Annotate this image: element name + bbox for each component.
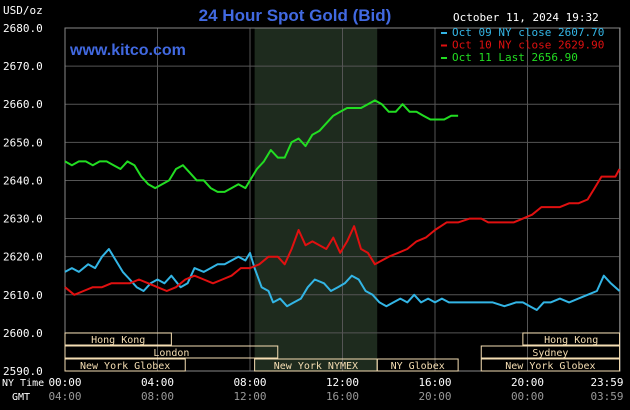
legend-swatch <box>441 57 447 59</box>
session-box-frame <box>64 345 279 359</box>
ny-time-tick: 20:00 <box>511 376 544 389</box>
series-line <box>64 168 621 296</box>
gmt-time-tick: 00:00 <box>511 390 544 403</box>
session-box-frame <box>480 345 621 359</box>
gmt-label: GMT <box>12 392 30 403</box>
session-box-frame <box>522 332 621 346</box>
legend-entry: Oct 09 NY close 2607.70 <box>452 26 604 39</box>
y-tick-label: 2630.0 <box>3 213 43 226</box>
ny-time-tick: 00:00 <box>48 376 81 389</box>
y-tick-label: 2660.0 <box>3 98 43 111</box>
session-box-frame <box>64 332 172 346</box>
ny-time-tick: 12:00 <box>326 376 359 389</box>
y-axis: 2590.0 2600.0 2610.0 2620.0 2630.0 2640.0 2650… <box>3 22 43 378</box>
y-tick-label: 2610.0 <box>3 289 43 302</box>
session-label: New York Globex <box>505 361 595 372</box>
session-box: Hong Kong <box>522 332 621 346</box>
session-box: Sydney <box>480 345 621 359</box>
legend-entry: Oct 11 Last 2656.90 <box>452 51 578 64</box>
series-line <box>64 99 459 193</box>
grid-lines <box>64 27 621 372</box>
y-tick-label: 2640.0 <box>3 174 43 187</box>
units-label: USD/oz <box>3 4 43 17</box>
y-tick-label: 2600.0 <box>3 327 43 340</box>
legend-swatch <box>441 44 447 47</box>
legend-swatch <box>441 32 447 34</box>
y-tick-label: 2650.0 <box>3 136 43 149</box>
y-tick-label: 2620.0 <box>3 251 43 264</box>
session-label: New York Globex <box>80 361 170 372</box>
price-series <box>64 99 621 311</box>
gmt-time-tick: 16:00 <box>326 390 359 403</box>
session-box-frame <box>376 358 459 372</box>
watermark-logo: www.kitco.com <box>69 42 186 59</box>
session-label: NY Globex <box>391 361 445 372</box>
session-label: Hong Kong <box>91 335 145 346</box>
session-box: New York Globex <box>64 358 186 372</box>
trading-sessions: Hong Kong London New York Globex New York N… <box>64 332 621 372</box>
y-tick-label: 2670.0 <box>3 60 43 73</box>
gmt-time-tick: 20:00 <box>418 390 451 403</box>
series-line <box>64 248 621 311</box>
timestamp: October 11, 2024 19:32 <box>453 11 599 24</box>
y-tick-label: 2680.0 <box>3 22 43 35</box>
ny-time-tick: 16:00 <box>418 376 451 389</box>
chart-title: 24 Hour Spot Gold (Bid) <box>199 6 392 25</box>
y-tick-label: 2590.0 <box>3 365 43 378</box>
session-label: Sydney <box>532 348 568 359</box>
session-box: Hong Kong <box>64 332 172 346</box>
session-label: London <box>153 348 189 359</box>
nymex-session-shade <box>254 28 378 371</box>
session-label: New York NYMEX <box>274 361 358 372</box>
session-box: NY Globex <box>376 358 459 372</box>
session-box-frame <box>480 358 621 372</box>
gmt-time-tick: 12:00 <box>233 390 266 403</box>
session-box: New York Globex <box>480 358 621 372</box>
ny-time-tick: 23:59 <box>590 376 623 389</box>
time-axis: NY TimeGMT00:0004:0004:0008:0008:0012:00… <box>2 376 624 403</box>
ny-time-label: NY Time <box>2 378 44 389</box>
session-box: London <box>64 345 279 359</box>
legend-entry: Oct 10 NY close 2629.90 <box>452 39 604 52</box>
ny-time-tick: 04:00 <box>141 376 174 389</box>
session-label: Hong Kong <box>544 335 598 346</box>
gmt-time-tick: 03:59 <box>590 390 623 403</box>
gmt-time-tick: 08:00 <box>141 390 174 403</box>
ny-time-tick: 08:00 <box>233 376 266 389</box>
session-box-frame <box>64 358 186 372</box>
gmt-time-tick: 04:00 <box>48 390 81 403</box>
